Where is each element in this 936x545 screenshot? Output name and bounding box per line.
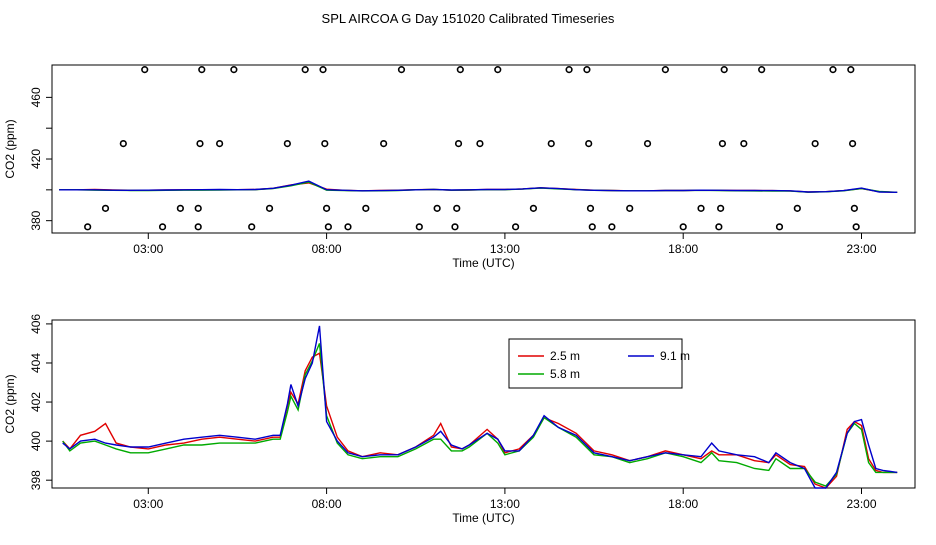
data-point <box>230 66 238 74</box>
data-point <box>565 66 573 74</box>
data-point <box>758 66 766 74</box>
legend-label: 9.1 m <box>660 349 690 363</box>
data-point <box>301 66 309 74</box>
data-point <box>661 66 669 74</box>
data-point <box>433 204 441 212</box>
data-point <box>265 204 274 212</box>
data-point <box>380 140 388 148</box>
data-point <box>196 140 204 148</box>
y-tick-label: 402 <box>29 392 43 412</box>
data-point <box>176 204 184 212</box>
data-point <box>585 140 593 148</box>
data-point <box>453 204 461 212</box>
data-point <box>319 66 327 74</box>
data-point <box>344 223 352 231</box>
data-point <box>679 223 687 231</box>
data-point <box>529 204 538 212</box>
y-tick-label: 406 <box>29 314 43 334</box>
data-point <box>848 140 857 148</box>
data-point <box>850 204 858 212</box>
series-line-58m <box>62 343 898 487</box>
x-tick-label: 23:00 <box>846 242 876 256</box>
x-axis-label: Time (UTC) <box>452 256 514 270</box>
plot-frame <box>51 319 916 489</box>
x-tick-label: 08:00 <box>312 242 342 256</box>
data-point <box>324 223 332 231</box>
data-point <box>451 223 459 231</box>
legend: 2.5 m 5.8 m 9.1 m <box>508 338 690 389</box>
figure-title: SPL AIRCOA G Day 151020 Calibrated Times… <box>322 11 615 26</box>
x-tick-label: 13:00 <box>490 497 520 511</box>
data-point <box>362 204 370 212</box>
legend-box <box>508 338 683 389</box>
data-point <box>588 223 596 231</box>
top-panel-scatter: 03:00 08:00 13:00 18:00 23:00 Time (UTC) 380 42… <box>3 64 916 270</box>
y-tick-label: 400 <box>29 431 43 451</box>
x-tick-label: 13:00 <box>490 242 520 256</box>
y-tick-label: 460 <box>29 87 43 107</box>
data-point <box>216 140 224 148</box>
plot-frame <box>51 64 916 234</box>
data-point <box>793 204 801 212</box>
data-point <box>720 66 728 74</box>
data-point <box>608 223 616 231</box>
data-point <box>718 140 727 148</box>
data-point <box>397 66 406 74</box>
data-point <box>158 223 167 231</box>
data-point <box>119 140 127 148</box>
x-tick-label: 03:00 <box>133 242 163 256</box>
data-point <box>84 223 92 231</box>
y-axis-label: CO2 (ppm) <box>3 119 17 178</box>
data-point <box>476 140 484 148</box>
bottom-panel-lines: 03:00 08:00 13:00 18:00 23:00 Time (UTC) 398 40… <box>3 314 916 525</box>
data-point <box>454 140 463 148</box>
data-point <box>583 66 591 74</box>
data-point <box>101 204 110 212</box>
data-point <box>626 204 634 212</box>
x-tick-label: 18:00 <box>668 242 698 256</box>
data-point <box>322 204 331 212</box>
data-point <box>643 140 652 148</box>
data-point <box>198 66 206 74</box>
data-point <box>321 140 329 148</box>
data-point <box>456 66 464 74</box>
legend-label: 5.8 m <box>550 367 580 381</box>
data-point <box>194 204 202 212</box>
legend-label: 2.5 m <box>550 349 580 363</box>
data-point <box>847 66 855 74</box>
data-point <box>586 204 595 212</box>
x-tick-label: 03:00 <box>133 497 163 511</box>
data-point <box>852 223 860 231</box>
data-point <box>283 140 291 148</box>
data-point <box>740 140 748 148</box>
x-tick-label: 08:00 <box>312 497 342 511</box>
data-point <box>547 140 555 148</box>
data-point <box>494 66 502 74</box>
x-tick-label: 23:00 <box>846 497 876 511</box>
y-axis-label: CO2 (ppm) <box>3 374 17 433</box>
data-point <box>415 223 423 231</box>
series-line-91m <box>59 180 898 193</box>
x-tick-label: 18:00 <box>668 497 698 511</box>
data-point <box>248 223 256 231</box>
data-point <box>511 223 520 231</box>
y-tick-label: 380 <box>29 210 43 230</box>
y-tick-label: 404 <box>29 353 43 373</box>
data-point <box>811 140 819 148</box>
series-line-91m <box>62 325 898 489</box>
data-point <box>715 223 723 231</box>
x-axis-label: Time (UTC) <box>452 511 514 525</box>
y-tick-label: 420 <box>29 149 43 169</box>
data-point <box>775 223 784 231</box>
data-point <box>697 204 705 212</box>
data-point <box>829 66 837 74</box>
data-point <box>717 204 725 212</box>
data-point <box>194 223 202 231</box>
data-point <box>141 66 149 74</box>
series-line-25m <box>62 352 898 489</box>
y-tick-label: 398 <box>29 470 43 490</box>
